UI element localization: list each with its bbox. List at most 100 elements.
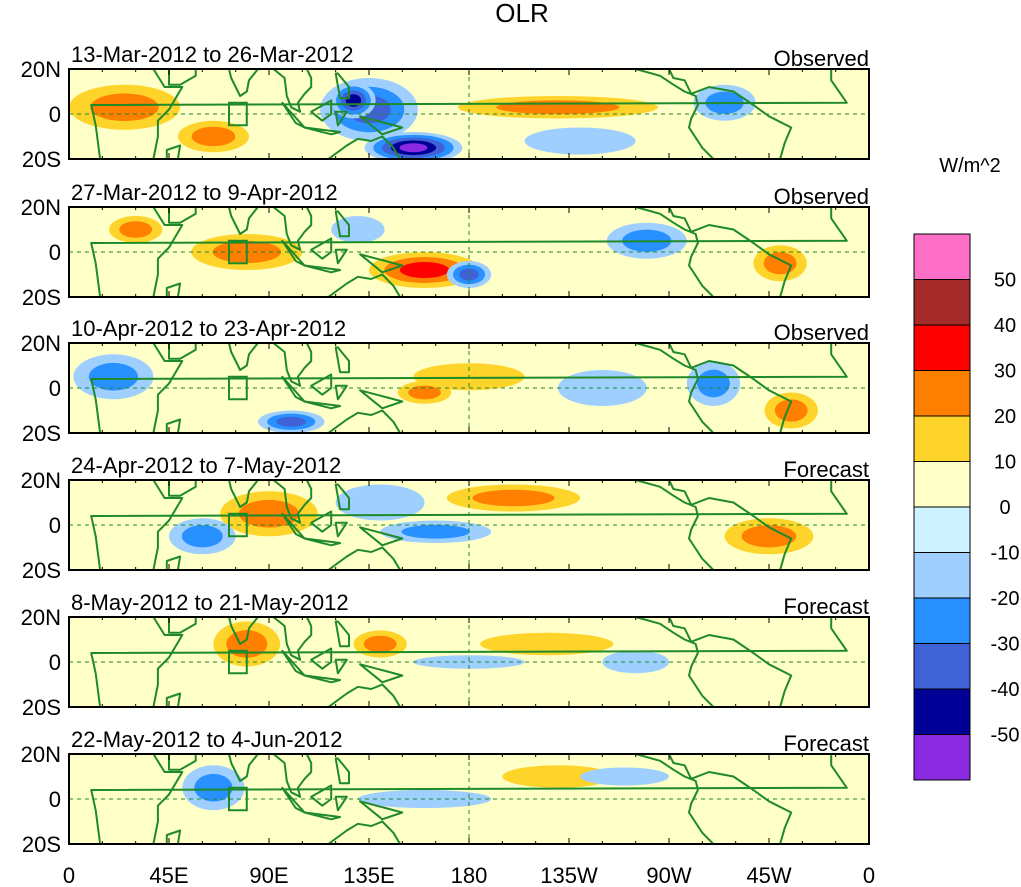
olr-anomaly [191,126,236,147]
coastline [319,273,402,297]
olr-anomaly [602,650,670,674]
coastline [216,754,259,782]
index-box [228,239,248,265]
olr-anomaly [580,767,669,786]
coastline [281,101,306,129]
map-panel: 20N 0 20S 10-Apr-2012 to 23-Apr-2012 Observe… [21,316,870,446]
lat-tick-label: 20N [21,605,61,630]
coastline [319,546,402,570]
lon-tick-label: 180 [451,863,488,887]
coastline [168,754,197,771]
lat-tick-label: 20S [22,695,61,720]
map-panel: 20N 0 20S 13-Mar-2012 to 26-Mar-2012 Observe… [21,42,870,172]
coastline [634,69,793,159]
coastline [359,526,404,547]
coastline [281,512,306,540]
colorbar-units: W/m^2 [939,155,1001,177]
colorbar-label: 40 [994,315,1016,337]
olr-anomaly [408,385,441,400]
coastline [359,800,404,821]
map-panel: 20N 0 20S 27-Mar-2012 to 9-Apr-2012 Observed [21,180,870,310]
panel-period: 8-May-2012 to 21-May-2012 [71,590,349,615]
panel-period: 27-Mar-2012 to 9-Apr-2012 [71,180,338,205]
coastline [359,253,404,274]
lat-tick-label: 20N [21,195,61,220]
coastline [90,754,848,844]
coastline [334,248,348,265]
colorbar-label: 10 [994,452,1016,474]
coastline [281,239,306,267]
olr-anomaly [90,93,159,122]
colorbar-swatch [913,324,971,371]
olr-anomaly [399,262,450,278]
lat-tick-label: 20S [22,147,61,172]
lon-tick-label: 90W [646,863,691,887]
coastline [168,207,197,224]
coastline [319,409,402,433]
coastline [634,207,793,297]
lat-tick-label: 20S [22,558,61,583]
coastline [359,663,404,684]
panel-period: 22-May-2012 to 4-Jun-2012 [71,727,343,752]
olr-anomaly [181,525,223,548]
olr-anomaly [472,489,555,507]
colorbar-swatch [913,734,971,781]
coastline [90,343,848,433]
coastline [334,658,348,675]
coastline [90,480,848,570]
coastline [90,207,848,297]
coastline [310,373,333,396]
coastline [334,521,348,538]
coastline [634,343,793,433]
coastline [272,69,313,113]
index-box [228,101,248,127]
lat-tick-label: 20N [21,57,61,82]
coastline [334,110,348,127]
colorbar-swatch [913,279,971,326]
olr-anomaly [774,399,808,422]
lat-tick-label: 20N [21,742,61,767]
coastline [359,389,404,410]
olr-anomaly [399,143,428,153]
coastline [165,555,182,570]
colorbar-swatch [913,461,971,508]
coastline [634,480,793,570]
colorbar-swatch [913,552,971,599]
lon-tick-label: 135E [343,863,394,887]
panel-type: Forecast [783,731,869,756]
panel-type: Observed [774,46,869,71]
colorbar: 50 40 30 20 10 0 -10 -20 -30 -40 -50 [913,233,1019,781]
lat-tick-label: 0 [49,650,61,675]
olr-anomaly [480,632,614,656]
index-box [228,786,248,812]
map-panel: 20N 0 20S 22-May-2012 to 4-Jun-2012 Forecast [21,727,870,857]
coastline [303,674,342,684]
coastline [319,683,402,707]
colorbar-swatch [913,233,971,280]
map-panel: 20N 0 20S 24-Apr-2012 to 7-May-2012 Forecast [21,453,870,583]
lat-tick-label: 20N [21,331,61,356]
coastline [272,207,313,251]
colorbar-swatch [913,370,971,417]
coastline [272,754,313,798]
colorbar-label: 0 [999,497,1010,519]
coastline [216,69,259,97]
olr-anomaly [194,773,233,802]
lon-tick-label: 90E [249,863,288,887]
lat-tick-label: 0 [49,787,61,812]
lon-tick-label: 135W [540,863,598,887]
colorbar-swatch [913,506,971,553]
olr-anomaly [363,635,397,653]
colorbar-label: 30 [994,361,1016,383]
coastline [216,480,259,508]
lat-tick-label: 20S [22,832,61,857]
olr-anomaly [496,100,620,115]
olr-anomaly [88,362,139,391]
index-box [228,512,248,538]
panel-type: Forecast [783,594,869,619]
coastline [310,784,333,807]
coastline [165,692,182,707]
index-box [228,649,248,675]
lat-tick-label: 20S [22,285,61,310]
